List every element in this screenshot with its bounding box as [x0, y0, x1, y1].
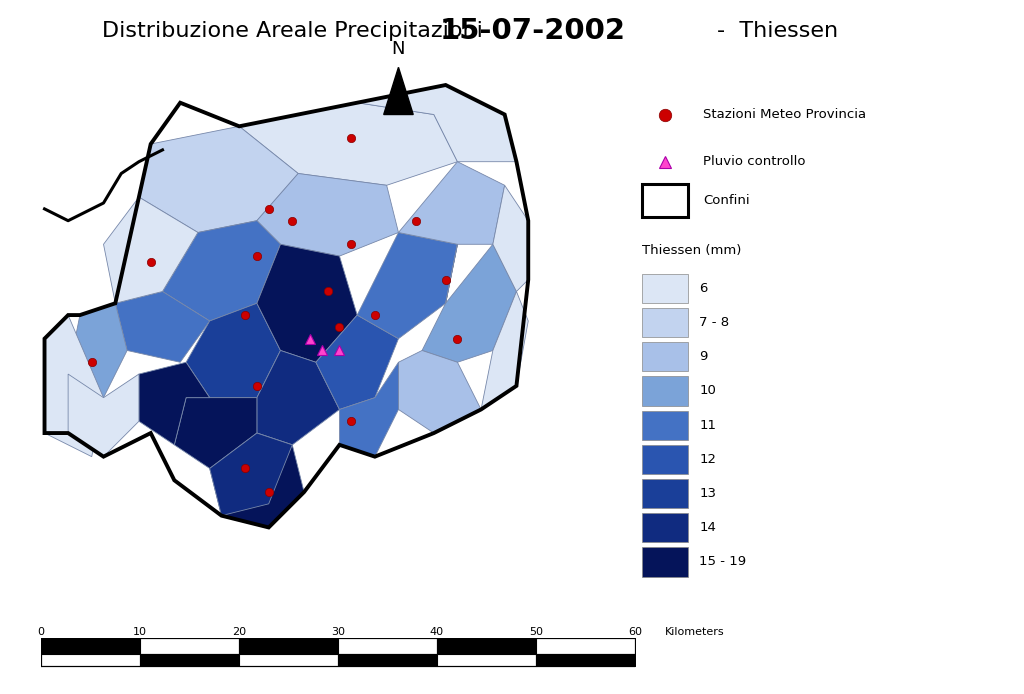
- Text: 7 - 8: 7 - 8: [699, 316, 729, 329]
- Text: 0: 0: [38, 627, 44, 637]
- Polygon shape: [357, 232, 458, 339]
- Text: 15-07-2002: 15-07-2002: [439, 17, 626, 45]
- Text: Thiessen (mm): Thiessen (mm): [642, 244, 741, 257]
- Text: 40: 40: [430, 627, 444, 637]
- Text: Confini: Confini: [703, 194, 750, 207]
- Polygon shape: [257, 350, 340, 445]
- Text: 20: 20: [231, 627, 246, 637]
- Polygon shape: [357, 85, 516, 162]
- Polygon shape: [493, 185, 528, 291]
- Text: 15 - 19: 15 - 19: [699, 555, 746, 568]
- Text: Distribuzione Areale Precipitazioni: Distribuzione Areale Precipitazioni: [102, 21, 483, 41]
- Polygon shape: [69, 374, 139, 457]
- Polygon shape: [315, 315, 398, 409]
- Text: 13: 13: [699, 487, 717, 500]
- Text: 10: 10: [133, 627, 147, 637]
- Polygon shape: [174, 398, 257, 468]
- Polygon shape: [240, 103, 458, 185]
- Text: 60: 60: [628, 627, 642, 637]
- Bar: [642, 411, 688, 440]
- Text: Pluvio controllo: Pluvio controllo: [703, 155, 806, 168]
- Polygon shape: [139, 362, 210, 445]
- Text: Stazioni Meteo Provincia: Stazioni Meteo Provincia: [703, 108, 866, 121]
- Polygon shape: [116, 291, 210, 362]
- Polygon shape: [257, 244, 357, 362]
- Bar: [642, 342, 688, 371]
- Polygon shape: [139, 126, 298, 232]
- Text: 12: 12: [699, 452, 717, 466]
- Polygon shape: [186, 303, 281, 398]
- Polygon shape: [340, 362, 398, 457]
- Text: Kilometers: Kilometers: [665, 627, 724, 637]
- Text: 10: 10: [699, 384, 716, 397]
- Text: 6: 6: [699, 282, 708, 295]
- Bar: [642, 274, 688, 303]
- Bar: [642, 479, 688, 508]
- Bar: [642, 376, 688, 405]
- Text: 14: 14: [699, 521, 716, 534]
- Text: -  Thiessen: - Thiessen: [717, 21, 838, 41]
- Bar: [642, 514, 688, 543]
- Polygon shape: [398, 350, 481, 433]
- Polygon shape: [103, 197, 198, 303]
- Text: N: N: [392, 40, 406, 58]
- Bar: [642, 308, 688, 337]
- Polygon shape: [257, 174, 398, 256]
- Polygon shape: [44, 315, 103, 457]
- Polygon shape: [210, 433, 292, 516]
- Text: 11: 11: [699, 418, 717, 432]
- Bar: [642, 184, 688, 217]
- Bar: [642, 445, 688, 474]
- Polygon shape: [163, 221, 281, 321]
- Polygon shape: [398, 162, 505, 303]
- Polygon shape: [210, 433, 304, 527]
- Text: 9: 9: [699, 350, 708, 363]
- Polygon shape: [384, 67, 414, 115]
- Text: 50: 50: [528, 627, 543, 637]
- Polygon shape: [481, 291, 528, 409]
- Polygon shape: [422, 244, 516, 362]
- Bar: [642, 548, 688, 577]
- Text: 30: 30: [331, 627, 345, 637]
- Polygon shape: [69, 303, 127, 398]
